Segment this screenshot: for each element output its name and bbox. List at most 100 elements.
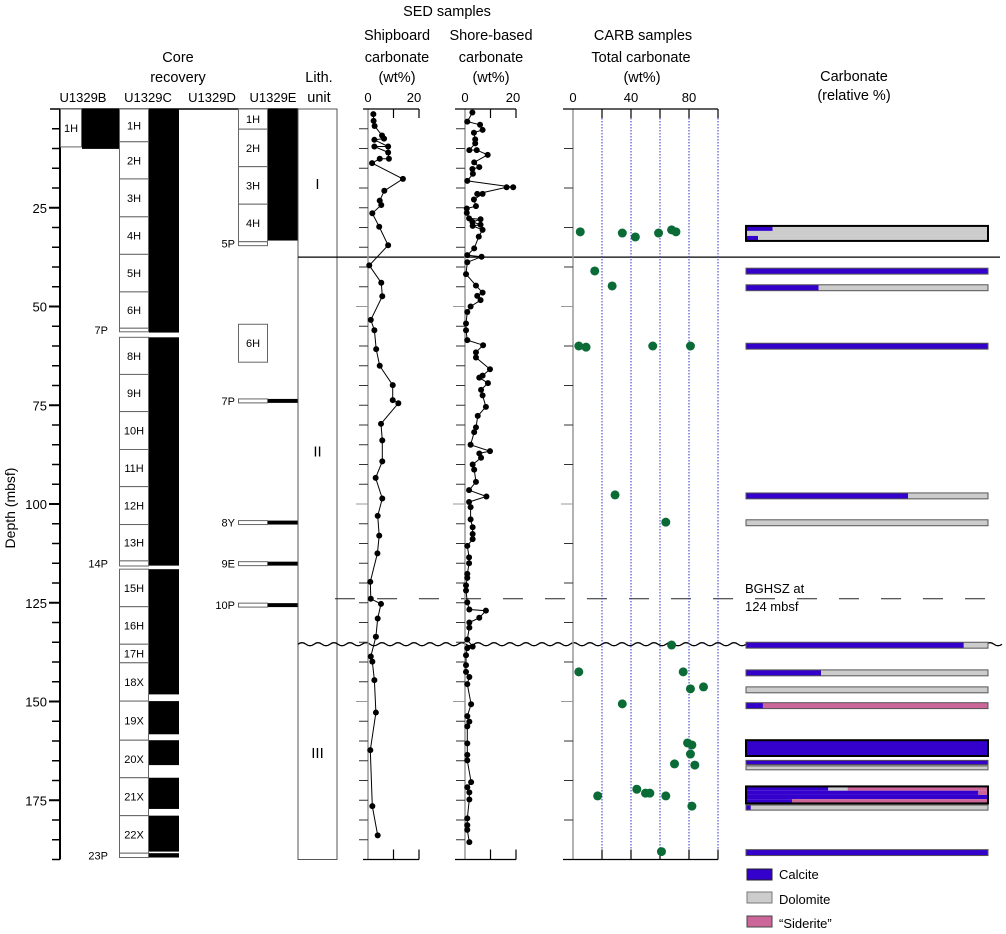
relative-carbonate-title-line1: Carbonate bbox=[820, 69, 888, 85]
lith-unit-title-line2: unit bbox=[307, 90, 330, 106]
core-label: 4H bbox=[127, 231, 141, 243]
data-point bbox=[466, 718, 473, 725]
data-point bbox=[472, 478, 479, 485]
data-point bbox=[379, 293, 386, 300]
composition-bar bbox=[745, 641, 989, 649]
data-point bbox=[466, 674, 473, 681]
data-point bbox=[369, 803, 376, 810]
core-label: 9H bbox=[127, 388, 141, 400]
data-point bbox=[474, 412, 481, 419]
data-point bbox=[464, 177, 471, 184]
data-point bbox=[399, 175, 406, 182]
data-point bbox=[464, 822, 471, 829]
data-point bbox=[463, 652, 470, 659]
composition-bar bbox=[745, 342, 989, 350]
recovered-interval bbox=[268, 603, 298, 608]
data-point bbox=[482, 607, 489, 614]
core-box bbox=[238, 398, 268, 404]
core-box bbox=[119, 448, 149, 488]
data-point bbox=[463, 668, 470, 675]
shore-based-units: (wt%) bbox=[472, 70, 509, 86]
calcite-segment bbox=[746, 343, 988, 350]
data-point bbox=[374, 512, 381, 519]
calcite-segment bbox=[746, 786, 829, 791]
data-point bbox=[482, 403, 489, 410]
siderite-segment bbox=[762, 702, 988, 709]
data-point bbox=[376, 155, 383, 162]
data-point bbox=[476, 374, 483, 381]
data-point bbox=[478, 386, 485, 393]
core-label: 7P bbox=[222, 396, 235, 408]
data-point bbox=[376, 362, 383, 369]
core-box bbox=[238, 602, 268, 608]
data-point bbox=[372, 474, 379, 481]
recovered-interval bbox=[149, 701, 179, 735]
core-label: 10H bbox=[124, 426, 144, 438]
data-point bbox=[466, 624, 473, 631]
core-label: 21X bbox=[124, 792, 144, 804]
data-point bbox=[687, 740, 697, 750]
core-label: 10P bbox=[215, 600, 235, 612]
data-point bbox=[463, 582, 470, 589]
data-point bbox=[476, 614, 483, 621]
data-point bbox=[581, 342, 591, 352]
data-point bbox=[667, 640, 677, 650]
data-point bbox=[464, 784, 471, 791]
data-point bbox=[590, 266, 600, 276]
data-point bbox=[471, 466, 478, 473]
data-point bbox=[486, 448, 493, 455]
data-point bbox=[479, 190, 486, 197]
relative-carbonate-title-line2: (relative %) bbox=[817, 88, 890, 104]
data-point bbox=[376, 223, 383, 230]
data-point bbox=[484, 151, 491, 158]
data-point bbox=[483, 493, 490, 500]
core-label: 7P bbox=[95, 325, 108, 337]
composition-bar bbox=[745, 492, 989, 500]
data-point bbox=[648, 341, 658, 351]
bar-outline bbox=[745, 492, 989, 500]
core-box bbox=[119, 739, 149, 779]
data-point bbox=[464, 757, 471, 764]
data-point bbox=[469, 461, 476, 468]
composition-bar bbox=[745, 804, 989, 811]
total-carbonate-panel: 0 40 80 bbox=[561, 90, 719, 861]
depth-axis: 25 50 75 100 125 150 175 bbox=[25, 108, 298, 861]
data-point bbox=[469, 170, 476, 177]
data-point bbox=[472, 282, 479, 289]
bar-outline bbox=[745, 759, 989, 766]
data-point bbox=[656, 847, 666, 857]
data-point bbox=[374, 550, 381, 557]
composition-bar bbox=[745, 284, 989, 292]
data-point bbox=[374, 832, 381, 839]
recovered-interval bbox=[149, 109, 179, 333]
data-point bbox=[610, 490, 620, 500]
data-point bbox=[464, 337, 471, 344]
data-point bbox=[464, 542, 471, 549]
shore-based-title-line2: carbonate bbox=[459, 50, 524, 66]
core-box bbox=[119, 852, 149, 859]
core-label: 1H bbox=[246, 114, 260, 126]
data-point bbox=[389, 397, 396, 404]
data-point bbox=[378, 600, 385, 607]
core-label: 3H bbox=[246, 180, 260, 192]
data-point bbox=[661, 791, 671, 801]
core-label: 14P bbox=[88, 558, 108, 570]
bar-outline bbox=[745, 702, 989, 710]
calcite-segment bbox=[746, 642, 964, 649]
core-label: 4H bbox=[246, 218, 260, 230]
horizon-lines: BGHSZ at 124 mbsf bbox=[297, 256, 1003, 647]
core-label: 15H bbox=[124, 583, 144, 595]
dolomite-segment bbox=[746, 519, 988, 526]
calcite-segment bbox=[746, 849, 988, 856]
data-point bbox=[370, 111, 377, 118]
recovered-interval bbox=[149, 853, 179, 858]
hole-u1329c: 1H 2H 3H 4H 5H 6H 7P 8H 9H 10H 11H 12H 13H 14P 15H 16H 1… bbox=[88, 108, 179, 862]
data-point bbox=[479, 289, 486, 296]
data-point bbox=[464, 723, 471, 730]
data-point bbox=[378, 201, 385, 208]
data-point bbox=[463, 662, 470, 669]
recovered-interval bbox=[149, 740, 179, 766]
data-point bbox=[478, 253, 485, 260]
data-point bbox=[471, 159, 478, 166]
data-point bbox=[367, 595, 374, 602]
